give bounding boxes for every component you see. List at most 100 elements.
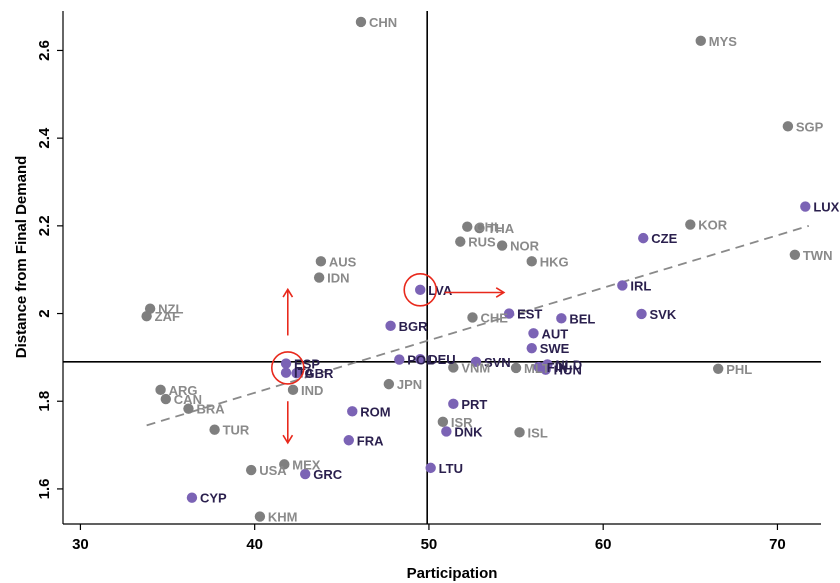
point-twn [789,249,801,260]
point-label-isl: ISL [528,425,548,440]
point-pol [394,354,405,365]
y-axis-ticks: 1.6 1.8 2 2.2 2.4 2.6 [36,40,63,499]
point-bra [183,403,194,414]
point-arg [155,384,166,396]
point-label-svn: SVN [484,355,511,370]
point-label-bra: BRA [196,402,225,417]
plot-frame [62,11,821,525]
point-label-est: EST [517,307,542,322]
point-jpn [383,378,395,390]
point-mex [279,459,290,470]
point-label-sgp: SGP [796,119,824,134]
point-ind [287,384,299,396]
x-tick-label: 70 [769,536,786,553]
point-fra [343,435,354,446]
point-label-nld: NLD [555,357,582,372]
trend-line-group [146,224,810,427]
point-che [467,312,478,323]
point-label-esp: ESP [294,357,320,372]
y-tick-label: 2.4 [36,127,53,149]
point-label-bel: BEL [569,311,595,326]
point-hkg [526,256,537,267]
y-tick-label: 2.6 [36,40,53,61]
annotations [270,273,506,445]
x-tick-label: 40 [246,536,263,553]
point-rus [455,236,466,247]
point-lva [415,284,426,296]
point-label-usa: USA [259,463,287,478]
point-label-zaf: ZAF [155,309,180,324]
point-label-twn: TWN [803,248,833,263]
point-chl [462,221,473,232]
point-label-ltu: LTU [439,461,463,476]
point-label-chl: CHL [475,220,502,235]
point-label-svk: SVK [650,307,677,322]
point-label-deu: DEU [428,352,455,367]
point-label-kor: KOR [698,218,728,233]
point-aut [528,328,539,339]
point-label-rus: RUS [468,235,496,250]
point-label-dnk: DNK [454,424,483,439]
point-label-phl: PHL [726,362,752,377]
x-tick-label: 30 [72,536,89,553]
point-isl [514,427,525,438]
point-label-ind: IND [301,383,323,398]
point-cze [638,232,649,244]
point-label-nzl: NZL [158,302,183,317]
highlight-circle-2 [270,351,305,385]
point-rom [347,406,358,417]
point-label-mex: MEX [292,457,321,472]
point-swe [526,342,537,354]
point-label-irl: IRL [630,278,651,293]
point-label-hun: HUN [554,363,582,378]
arrow-head-3 [282,434,294,445]
arrow-up [282,287,294,336]
y-tick-label: 2 [36,309,53,317]
point-label-nor: NOR [510,239,540,254]
point-label-aut: AUT [541,326,568,341]
point-label-khm: KHM [268,510,298,525]
point-label-arg: ARG [169,383,198,398]
point-ita [280,367,292,378]
point-label-swe: SWE [540,341,570,356]
y-tick-label: 1.8 [36,391,53,412]
point-bgr [385,320,396,332]
point-label-bgr: BGR [399,319,429,334]
point-label-prt: PRT [461,397,487,412]
point-label-chn: CHN [369,15,397,30]
point-vnm [448,362,459,373]
point-svn [470,356,482,367]
point-label-ita: ITA [294,366,315,381]
point-label-hkg: HKG [540,254,569,269]
point-sgp [782,121,794,132]
point-tur [209,424,220,435]
point-label-gbr: GBR [304,366,334,381]
point-tha [474,222,485,234]
point-kor [685,219,696,230]
point-est [503,308,515,319]
x-tick-label: 50 [421,536,438,553]
point-phl [712,363,724,374]
point-mys [695,35,706,47]
point-label-grc: GRC [313,467,343,482]
point-grc [300,468,311,480]
point-label-cyp: CYP [200,491,227,506]
highlight-circle-1 [403,273,438,307]
arrow-down [282,401,294,445]
point-zaf [141,310,152,322]
point-label-lux: LUX [813,200,839,215]
point-label-aus: AUS [329,254,357,269]
data-points [141,16,811,522]
reference-lines [63,11,821,524]
point-isr [437,416,449,428]
point-mlt [510,362,522,374]
point-nor [496,240,508,251]
point-chn [355,16,367,28]
point-irl [617,280,628,291]
y-axis-title: Distance from Final Demand [13,156,30,359]
x-axis-ticks: 30 40 50 60 70 [72,524,786,553]
point-label-fra: FRA [357,433,384,448]
point-label-pol: POL [407,353,434,368]
point-label-che: CHE [480,310,508,325]
